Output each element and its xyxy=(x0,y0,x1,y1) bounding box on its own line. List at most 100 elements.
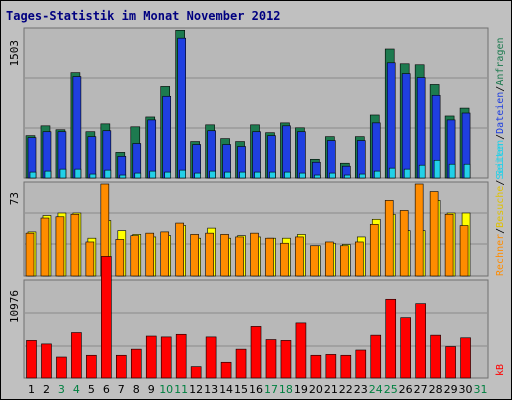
bar-rechner xyxy=(40,217,50,277)
day-tick-label: 15 xyxy=(234,383,248,396)
day-tick-label: 6 xyxy=(103,383,110,396)
bar-rechner xyxy=(459,225,469,277)
bar-kb xyxy=(220,361,232,379)
bar-dateien xyxy=(177,37,186,179)
bar-rechner xyxy=(399,210,409,277)
bar-rechner xyxy=(205,232,214,277)
day-tick-label: 29 xyxy=(444,383,458,396)
bar-kb xyxy=(235,348,247,379)
bar-rechner xyxy=(310,245,319,277)
bar-dateien xyxy=(267,135,276,179)
bar-kb xyxy=(56,356,67,379)
bar-dateien xyxy=(327,140,336,179)
top-ymax-label: 1503 xyxy=(8,40,21,67)
day-tick-label: 7 xyxy=(118,383,125,396)
bar-rechner xyxy=(55,216,65,277)
bar-kb xyxy=(26,340,37,379)
bar-seiten xyxy=(388,167,396,179)
bar-rechner xyxy=(145,232,155,277)
bar-seiten xyxy=(299,172,306,179)
bar-seiten xyxy=(433,159,441,179)
right-legend-top: Seiten/Dateien/Anfragen xyxy=(495,37,506,176)
bar-rechner xyxy=(429,191,439,277)
chart-title: Tages-Statistik im Monat November 2012 xyxy=(6,9,281,23)
bar-seiten xyxy=(239,171,246,179)
bar-rechner xyxy=(130,235,140,277)
bar-seiten xyxy=(254,171,261,179)
day-tick-label: 25 xyxy=(384,383,398,396)
bar-kb xyxy=(370,334,382,379)
day-tick-label: 20 xyxy=(309,383,323,396)
bar-rechner xyxy=(25,232,35,277)
bar-seiten xyxy=(29,171,37,179)
bar-seiten xyxy=(418,164,426,179)
legend-anfragen: Anfragen xyxy=(495,37,506,85)
bar-rechner xyxy=(190,234,199,277)
bar-kb xyxy=(355,349,367,379)
legend-rechner: Rechner xyxy=(495,234,506,276)
bar-kb xyxy=(101,256,112,379)
bar-dateien xyxy=(252,131,261,179)
day-tick-label: 2 xyxy=(43,383,50,396)
day-tick-label: 3 xyxy=(58,383,65,396)
bar-rechner xyxy=(295,236,304,277)
bar-kb xyxy=(175,333,187,379)
bar-seiten xyxy=(329,172,336,179)
day-tick-label: 26 xyxy=(399,383,413,396)
day-tick-label: 11 xyxy=(174,383,188,396)
day-tick-label: 21 xyxy=(324,383,338,396)
bar-dateien xyxy=(147,119,157,179)
bar-kb xyxy=(41,343,52,379)
bar-rechner xyxy=(235,236,244,277)
bar-kb xyxy=(430,334,441,379)
day-tick-label: 28 xyxy=(429,383,443,396)
day-tick-label: 31 xyxy=(474,383,488,396)
bar-seiten xyxy=(373,170,381,179)
bar-rechner xyxy=(115,239,125,277)
bar-rechner xyxy=(444,213,454,277)
bar-seiten xyxy=(179,169,186,179)
bar-seiten xyxy=(269,171,276,179)
bar-kb xyxy=(250,326,262,379)
day-tick-label: 10 xyxy=(159,383,173,396)
bar-rechner xyxy=(384,200,394,277)
bar-rechner xyxy=(220,234,229,277)
day-tick-label: 24 xyxy=(369,383,383,396)
day-tick-label: 18 xyxy=(279,383,293,396)
bar-rechner xyxy=(354,241,364,277)
bar-dateien xyxy=(162,95,172,179)
day-tick-label: 8 xyxy=(133,383,140,396)
legend-seiten: Seiten xyxy=(495,140,506,176)
bar-kb xyxy=(280,340,292,379)
bar-seiten xyxy=(59,168,67,179)
day-tick-label: 5 xyxy=(88,383,95,396)
bar-dateien xyxy=(371,122,381,179)
bar-kb xyxy=(265,339,277,379)
bar-rechner xyxy=(369,224,379,277)
bar-rechner xyxy=(85,241,95,277)
bar-kb xyxy=(86,354,97,379)
middle-ymax-label: 73 xyxy=(8,192,21,205)
bar-seiten xyxy=(284,171,291,179)
bar-rechner xyxy=(340,245,349,277)
bar-kb xyxy=(71,332,82,379)
legend-kb: kB xyxy=(495,364,506,376)
day-tick-label: 19 xyxy=(294,383,308,396)
right-legend-middle: Rechner/Besuche/Seiten xyxy=(495,144,506,277)
bar-kb xyxy=(340,354,352,379)
day-tick-label: 17 xyxy=(264,383,278,396)
bar-rechner xyxy=(70,213,80,277)
bar-kb xyxy=(160,336,172,379)
bar-rechner xyxy=(325,241,334,277)
bar-seiten xyxy=(314,174,321,179)
day-tick-label: 13 xyxy=(204,383,218,396)
bar-seiten xyxy=(403,168,411,179)
bar-kb xyxy=(385,298,397,379)
bar-dateien xyxy=(282,125,291,179)
bar-seiten xyxy=(149,170,157,179)
day-tick-label: 22 xyxy=(339,383,353,396)
bar-seiten xyxy=(44,170,52,179)
bar-dateien xyxy=(386,62,396,179)
bar-kb xyxy=(130,348,142,379)
